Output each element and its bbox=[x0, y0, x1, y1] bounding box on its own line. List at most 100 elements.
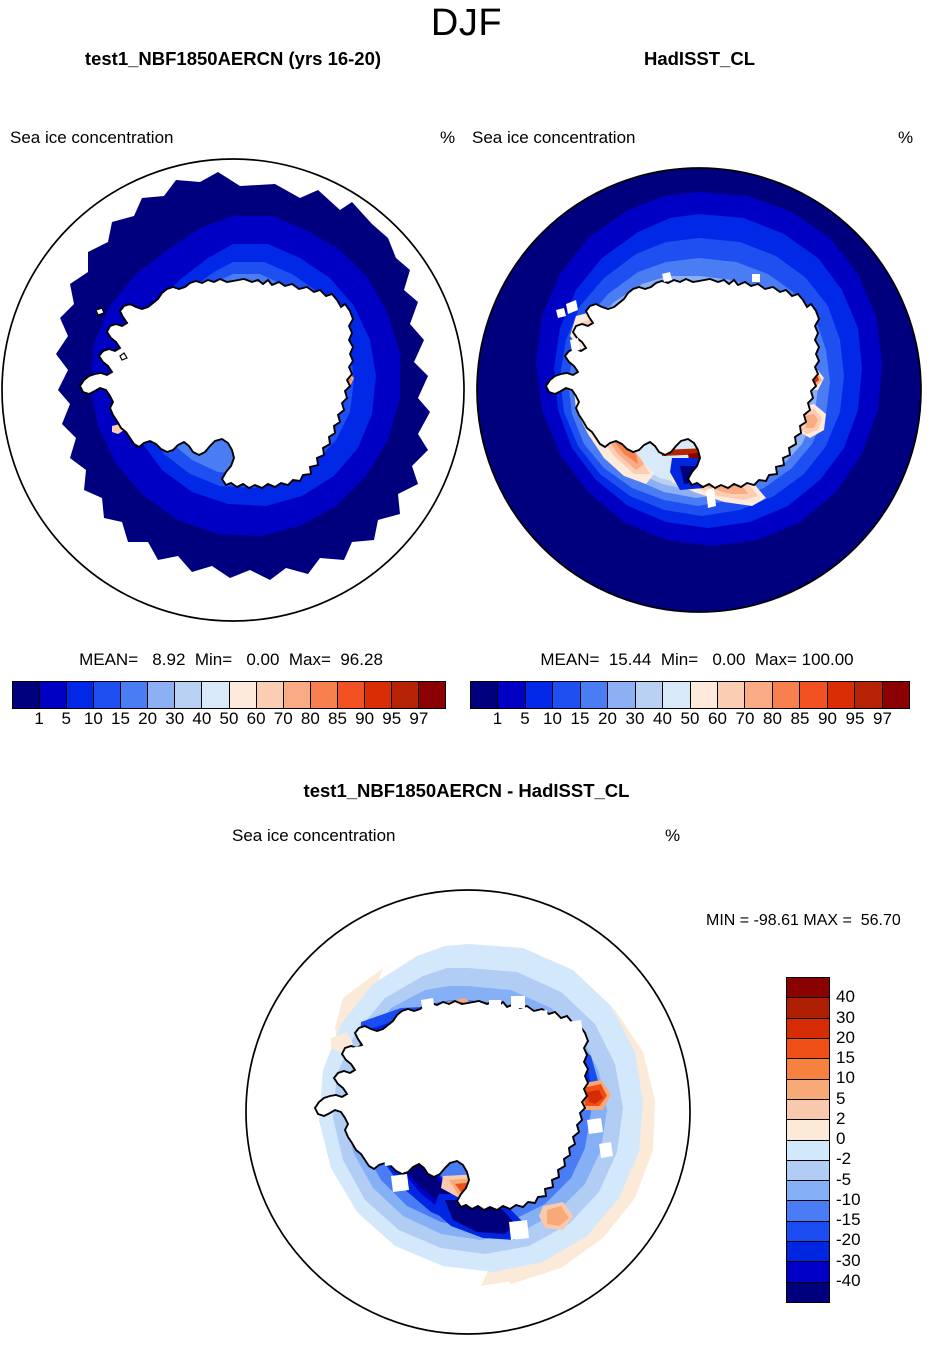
colorbar-cell bbox=[827, 682, 856, 708]
colorbar-cell bbox=[787, 1282, 829, 1302]
colorbar-tick-label: 50 bbox=[219, 709, 239, 728]
colorbar-cell bbox=[787, 1079, 829, 1100]
colorbar-cell bbox=[121, 682, 149, 708]
colorbar-cell bbox=[855, 682, 883, 708]
colorbar-tick-label: 80 bbox=[300, 709, 320, 728]
colorbar-cell bbox=[787, 1221, 829, 1243]
colorbar-cell bbox=[364, 682, 392, 708]
map-limb-circle bbox=[476, 167, 922, 613]
colorbar-cell bbox=[418, 682, 445, 708]
colorbar-tick-label: 20 bbox=[836, 1027, 855, 1047]
colorbar-cell bbox=[202, 682, 230, 708]
colorbar-tick-label: 15 bbox=[111, 709, 130, 728]
colorbar-cell bbox=[40, 682, 68, 708]
colorbar-tick-label: 40 bbox=[192, 709, 212, 728]
var-label-difference: Sea ice concentration bbox=[232, 826, 396, 845]
colorbar-tick-label: 40 bbox=[836, 987, 855, 1007]
map-limb-circle bbox=[1, 158, 465, 622]
colorbar-cell bbox=[717, 682, 746, 708]
colorbar-tick-label: 0 bbox=[836, 1129, 846, 1148]
colorbar-cell bbox=[148, 682, 176, 708]
colorbar-tick-label: 30 bbox=[165, 709, 185, 728]
colorbar-tick-label: -40 bbox=[836, 1270, 861, 1290]
colorbar-tick-label: -10 bbox=[836, 1189, 861, 1209]
colorbar-tick-label: 90 bbox=[355, 709, 375, 728]
polar-map-difference bbox=[243, 888, 693, 1338]
panel-title-observation: HadISST_CL bbox=[643, 48, 756, 69]
colorbar-cell bbox=[787, 1059, 829, 1080]
colorbar-tick-label: 60 bbox=[246, 709, 266, 728]
colorbar-cell bbox=[337, 682, 365, 708]
colorbar-observation: 1 5 10 15 20 30 40 50 60 70 80 85 90 95 97 bbox=[470, 681, 910, 733]
colorbar-tick-label: -5 bbox=[836, 1169, 852, 1189]
colorbar-tick-label: 80 bbox=[763, 709, 782, 728]
colorbar-tick-label: 5 bbox=[61, 709, 71, 728]
colorbar-cell bbox=[608, 682, 636, 708]
colorbar-tick-label: -20 bbox=[836, 1230, 861, 1250]
panel-title-difference: test1_NBF1850AERCN - HadISST_CL bbox=[303, 780, 630, 801]
colorbar-cell bbox=[690, 682, 718, 708]
colorbar-cell bbox=[553, 682, 581, 708]
colorbar-tick-label: 85 bbox=[790, 709, 810, 728]
colorbar-tick-label: 50 bbox=[680, 709, 700, 728]
colorbar-cell bbox=[787, 1201, 829, 1222]
colorbar-cell bbox=[787, 1160, 829, 1182]
colorbar-tick-label: 10 bbox=[83, 709, 103, 728]
colorbar-difference-cells bbox=[786, 977, 830, 1303]
colorbar-tick-label: 30 bbox=[625, 709, 645, 728]
colorbar-tick-label: 40 bbox=[653, 709, 672, 728]
colorbar-cell bbox=[787, 1262, 829, 1283]
colorbar-tick-label: 60 bbox=[708, 709, 727, 728]
colorbar-cell bbox=[745, 682, 773, 708]
colorbar-cell bbox=[882, 682, 909, 708]
colorbar-cell bbox=[391, 682, 419, 708]
colorbar-difference bbox=[786, 977, 830, 1303]
colorbar-tick-label: 90 bbox=[818, 709, 837, 728]
colorbar-tick-label: 97 bbox=[873, 709, 892, 728]
colorbar-cell bbox=[580, 682, 609, 708]
colorbar-tick-label: 70 bbox=[735, 709, 755, 728]
map-limb-circle bbox=[245, 889, 691, 1335]
colorbar-cell bbox=[787, 1242, 829, 1263]
colorbar-tick-label: 30 bbox=[836, 1007, 855, 1027]
colorbar-tick-label: 95 bbox=[382, 709, 402, 728]
colorbar-cell bbox=[471, 682, 499, 708]
colorbar-cell bbox=[663, 682, 691, 708]
colorbar-model-ticks: 1 5 10 15 20 30 40 50 60 70 80 85 90 95 97 bbox=[12, 709, 446, 733]
var-label-observation: Sea ice concentration bbox=[472, 128, 636, 147]
colorbar-tick-label: 85 bbox=[328, 709, 347, 728]
colorbar-cell bbox=[283, 682, 311, 708]
colorbar-tick-label: 1 bbox=[34, 709, 44, 728]
colorbar-tick-label: 2 bbox=[836, 1108, 846, 1128]
colorbar-tick-label: 20 bbox=[598, 709, 617, 728]
colorbar-tick-label: 10 bbox=[836, 1068, 855, 1088]
colorbar-cell bbox=[787, 1140, 829, 1161]
colorbar-cell bbox=[498, 682, 526, 708]
stats-model: MEAN= 8.92 Min= 0.00 Max= 96.28 bbox=[79, 650, 383, 669]
colorbar-tick-label: -30 bbox=[836, 1250, 861, 1270]
polar-map-observation bbox=[466, 158, 933, 638]
colorbar-cell bbox=[787, 1099, 829, 1121]
minmax-difference: MIN = -98.61 MAX = 56.70 bbox=[706, 912, 901, 929]
colorbar-cell bbox=[635, 682, 664, 708]
stats-observation: MEAN= 15.44 Min= 0.00 Max= 100.00 bbox=[540, 650, 854, 669]
colorbar-cell bbox=[13, 682, 41, 708]
colorbar-tick-label: 15 bbox=[570, 709, 590, 728]
unit-label-observation: % bbox=[898, 128, 914, 147]
panel-title-model: test1_NBF1850AERCN (yrs 16-20) bbox=[84, 48, 382, 69]
colorbar-model-cells bbox=[12, 681, 446, 709]
colorbar-cell bbox=[94, 682, 122, 708]
colorbar-tick-label: 95 bbox=[845, 709, 865, 728]
unit-label-model: % bbox=[440, 128, 456, 147]
colorbar-tick-label: 5 bbox=[520, 709, 530, 728]
colorbar-tick-label: 15 bbox=[836, 1048, 855, 1067]
colorbar-cell bbox=[772, 682, 801, 708]
colorbar-cell bbox=[787, 1038, 829, 1060]
colorbar-cell bbox=[310, 682, 338, 708]
colorbar-cell bbox=[787, 1181, 829, 1202]
colorbar-model: 1 5 10 15 20 30 40 50 60 70 80 85 90 95 97 bbox=[12, 681, 446, 733]
colorbar-tick-label: 97 bbox=[409, 709, 429, 728]
var-label-model: Sea ice concentration bbox=[10, 128, 174, 147]
colorbar-cell bbox=[787, 978, 829, 999]
colorbar-cell bbox=[800, 682, 828, 708]
